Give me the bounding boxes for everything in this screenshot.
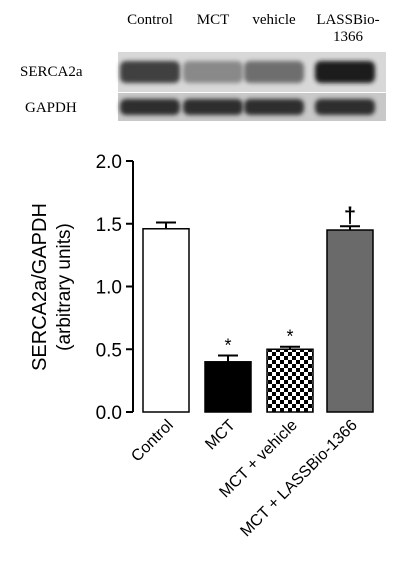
significance-mark-mct: *: [224, 336, 231, 356]
y-tick-label: 2.0: [96, 152, 122, 173]
lane-label-lassbio: LASSBio-1366: [316, 12, 379, 45]
blot-band-gapdh-lane-4: [315, 99, 375, 115]
lane-label-control: Control: [127, 12, 173, 28]
y-axis-label: SERCA2a/GAPDH (arbitrary units): [29, 203, 75, 371]
bar-mct: [204, 361, 252, 413]
blot-row-label-gapdh: GAPDH: [25, 100, 77, 116]
blot-band-gapdh-lane-1: [120, 99, 180, 115]
blot-band-serca2a-lane-3: [244, 61, 304, 83]
x-tick-label: MCT + LASSBio-1366: [237, 417, 361, 541]
blot-band-gapdh-lane-2: [183, 99, 243, 115]
blot-band-serca2a-lane-2: [183, 61, 243, 83]
lane-label-vehicle: vehicle: [252, 12, 296, 28]
bar-control: [142, 228, 190, 413]
y-tick-label: 1.0: [96, 278, 122, 299]
blot-band-gapdh-lane-3: [244, 99, 304, 115]
bar-chart: SERCA2a/GAPDH (arbitrary units) 0.0 0.5 1.…: [29, 152, 374, 541]
significance-mark-mct-vehicle: *: [286, 327, 293, 347]
blot-row-label-serca2a: SERCA2a: [20, 64, 83, 80]
western-blot-panel: Control MCT vehicle LASSBio-1366 SERCA2a…: [20, 12, 386, 121]
lane-label-mct: MCT: [197, 12, 230, 28]
blot-band-serca2a-lane-4: [315, 61, 375, 83]
x-tick-label: MCT: [202, 417, 239, 454]
y-axis-label-line2: (arbitrary units): [54, 223, 75, 351]
bar-mct-vehicle: [266, 348, 314, 413]
y-axis-label-line1: SERCA2a/GAPDH: [29, 203, 51, 371]
x-tick-label: Control: [128, 417, 176, 465]
blot-band-serca2a-lane-1: [120, 61, 180, 83]
bar-mct-lassbio-1366: [326, 229, 374, 413]
y-tick-label: 1.5: [96, 215, 122, 236]
y-tick-label: 0.5: [96, 340, 122, 361]
significance-mark-mct-lassbio-1366: †: [344, 202, 356, 227]
y-tick-label: 0.0: [96, 403, 122, 424]
